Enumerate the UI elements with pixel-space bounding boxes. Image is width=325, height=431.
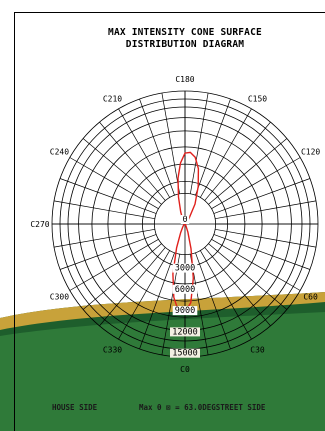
- radial-label-bg: [170, 348, 200, 358]
- grid-spoke: [213, 178, 311, 214]
- radial-scale-label: 9000: [175, 306, 195, 316]
- grid-spoke: [59, 234, 157, 270]
- grid-spoke: [199, 250, 252, 340]
- grid-spoke: [208, 243, 288, 310]
- grid-spoke: [69, 157, 159, 210]
- angle-label: C330: [103, 346, 122, 355]
- frame-left-border: [14, 12, 15, 431]
- intensity-curve: [172, 151, 200, 314]
- grid-spoke: [189, 92, 209, 194]
- grid-spoke: [53, 200, 155, 220]
- grid-spoke: [161, 92, 181, 194]
- radial-label-bg: [170, 327, 200, 337]
- angle-label: C180: [175, 75, 194, 84]
- radial-scale-label: 12000: [172, 327, 198, 337]
- angle-label: C0: [180, 365, 190, 374]
- frame-top-border: [14, 12, 325, 13]
- grid-spoke: [139, 252, 175, 350]
- grid-spoke: [53, 228, 155, 248]
- radial-label-bg: [172, 284, 198, 294]
- angle-label: C270: [30, 220, 49, 229]
- radial-label-bg: [172, 263, 198, 273]
- angle-label: C30: [250, 346, 265, 355]
- grid-spoke: [69, 238, 159, 291]
- grid-spoke: [118, 108, 171, 198]
- angle-label: C240: [50, 148, 69, 157]
- background-band: [0, 292, 325, 431]
- angle-label: C210: [103, 94, 122, 103]
- grid-spoke: [215, 228, 317, 248]
- diagram-title-line2: DISTRIBUTION DIAGRAM: [125, 39, 245, 50]
- grid-spoke: [99, 247, 166, 327]
- diagram-title-line1: MAX INTENSITY CONE SURFACE: [108, 27, 262, 38]
- house-side-label: HOUSE SIDE: [52, 403, 98, 412]
- radial-scale-label: 0: [182, 215, 187, 225]
- grid-spoke: [82, 243, 162, 310]
- radial-label-bg: [180, 215, 190, 224]
- grid-spoke: [195, 252, 231, 350]
- grid-spoke: [199, 108, 252, 198]
- grid-spoke: [195, 98, 231, 196]
- radial-scale-label: 15000: [172, 349, 198, 359]
- grid-spoke: [118, 250, 171, 340]
- polar-labels: C180 C150 C120 C60 C30 C0 C330 C300 C270 C240 C210…: [30, 75, 320, 374]
- radial-scale-label: 3000: [175, 264, 195, 274]
- grid-spoke: [99, 121, 166, 201]
- grid-spoke: [82, 138, 162, 205]
- grid-spoke: [59, 178, 157, 214]
- intensity-curve-layer: [172, 151, 200, 314]
- grid-spoke: [204, 247, 271, 327]
- grid-spoke: [139, 98, 175, 196]
- grid-spoke: [204, 121, 271, 201]
- angle-label: C150: [248, 94, 267, 103]
- grid-spoke: [211, 238, 301, 291]
- angle-label: C60: [303, 293, 318, 302]
- angle-label: C300: [50, 293, 69, 302]
- grid-spoke: [213, 234, 311, 270]
- polar-grid: [51, 90, 319, 358]
- max-angle-info: Max θ ⊠ = 63.0DEGSTREET SIDE: [139, 403, 266, 412]
- radial-scale-label: 6000: [175, 285, 195, 295]
- grid-spoke: [208, 138, 288, 205]
- grid-spoke: [215, 200, 317, 220]
- grid-spoke: [211, 157, 301, 210]
- radial-label-bg: [172, 306, 198, 316]
- angle-label: C120: [301, 148, 320, 157]
